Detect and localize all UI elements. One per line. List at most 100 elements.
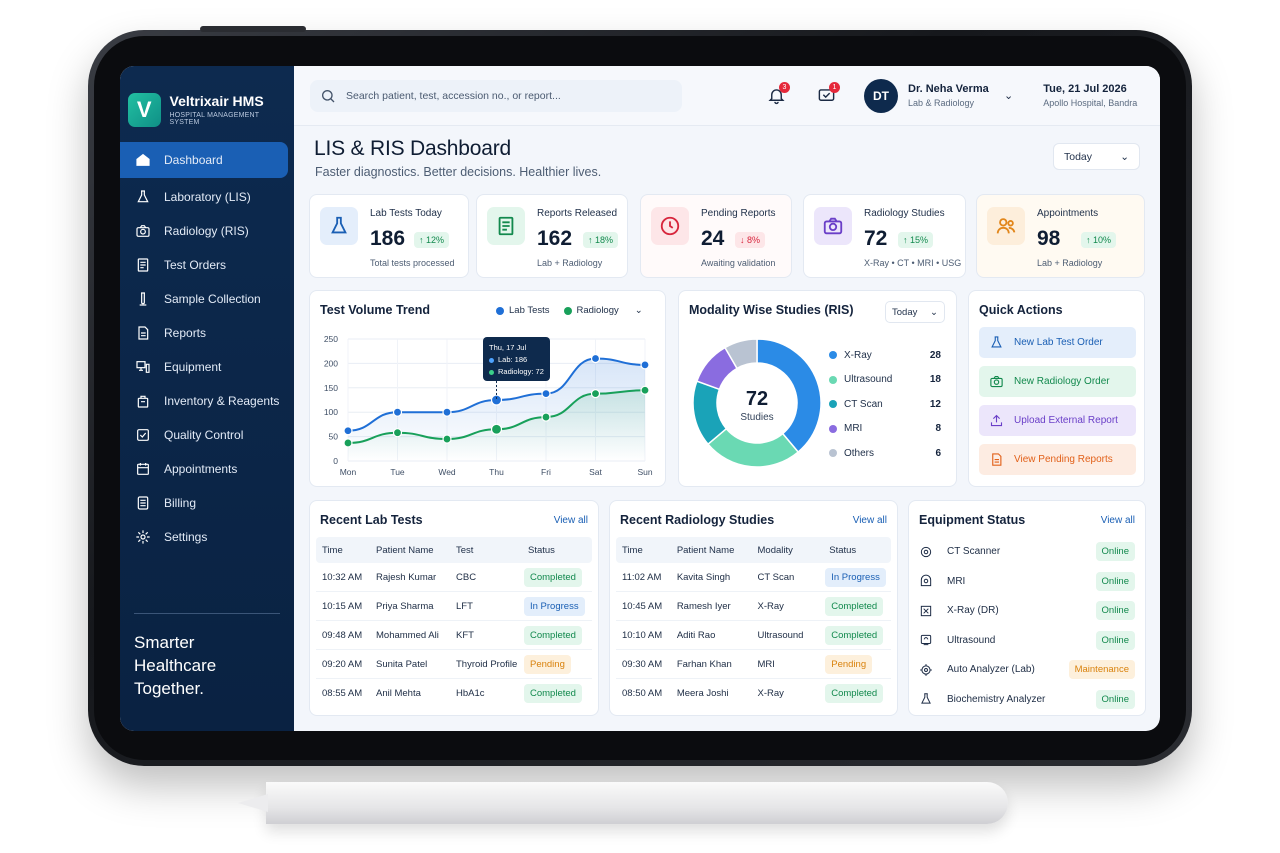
notifications-button[interactable]: 3 <box>764 81 790 108</box>
table-row[interactable]: 10:10 AM Aditi Rao Ultrasound Completed <box>616 621 891 650</box>
user-role: Lab & Radiology <box>908 98 975 108</box>
sidebar-item-equipment[interactable]: Equipment <box>120 350 288 384</box>
legend-label: MRI <box>844 423 863 434</box>
status-badge: Maintenance <box>1068 660 1135 679</box>
card-title: Equipment Status <box>919 513 1026 527</box>
messages-button[interactable]: 1 <box>814 81 840 108</box>
cell-time: 10:45 AM <box>622 600 663 612</box>
quick-action-button[interactable]: View Pending Reports <box>979 444 1136 475</box>
cell-test: Ultrasound <box>757 629 804 641</box>
card-title: Recent Lab Tests <box>320 513 423 527</box>
equipment-row[interactable]: CT Scanner Online <box>919 537 1135 566</box>
sidebar-item-appointments[interactable]: Appointments <box>120 452 288 486</box>
user-info[interactable]: Dr. Neha Verma Lab & Radiology <box>908 83 1000 108</box>
view-all-link[interactable]: View all <box>553 515 588 526</box>
stat-card[interactable]: Reports Released 162 ↑ 18% Lab + Radiology <box>476 194 628 278</box>
equipment-row[interactable]: Auto Analyzer (Lab) Maintenance <box>919 655 1135 684</box>
search-input[interactable] <box>346 89 666 102</box>
stat-card[interactable]: Lab Tests Today 186 ↑ 12% Total tests proce… <box>309 194 469 278</box>
cell-patient: Mohammed Ali <box>376 629 439 641</box>
equipment-row[interactable]: MRI Online <box>919 567 1135 596</box>
sidebar-item-radiology-ris[interactable]: Radiology (RIS) <box>120 214 288 248</box>
sidebar-item-quality-control[interactable]: Quality Control <box>120 418 288 452</box>
modality-range-select[interactable]: Today ⌄ <box>885 301 945 323</box>
equipment-name: Auto Analyzer (Lab) <box>947 664 1035 675</box>
cell-test: HbA1c <box>456 688 485 699</box>
trend-legend[interactable]: Lab Tests Radiology ⌄ <box>496 305 643 316</box>
sidebar-item-billing[interactable]: Billing <box>120 486 288 520</box>
view-all-link[interactable]: View all <box>1100 515 1135 526</box>
donut-center-value: 72 <box>746 388 768 410</box>
stat-card[interactable]: Appointments 98 ↑ 10% Lab + Radiology <box>976 194 1145 278</box>
legend-lab: Lab Tests <box>509 305 550 316</box>
x-tick-label: Wed <box>438 467 456 477</box>
range-select[interactable]: Today ⌄ <box>1053 143 1140 170</box>
data-point <box>541 389 551 399</box>
stat-card[interactable]: Radiology Studies 72 ↑ 15% X-Ray • CT • MRI… <box>803 194 966 278</box>
sidebar-item-reports[interactable]: Reports <box>120 316 288 350</box>
quick-action-button[interactable]: New Lab Test Order <box>979 327 1136 358</box>
sidebar-item-dashboard[interactable]: Dashboard <box>120 142 288 178</box>
x-tick-label: Mon <box>340 467 357 477</box>
table-row[interactable]: 08:55 AM Anil Mehta HbA1c Completed <box>316 679 592 708</box>
sidebar-item-inventory-reagents[interactable]: Inventory & Reagents <box>120 384 288 418</box>
sidebar-item-laboratory-lis[interactable]: Laboratory (LIS) <box>120 180 288 214</box>
trend-chart[interactable]: 0 50 100 150 200 250 Mon Tue Wed Thu Fri Sat Sun <box>310 325 665 485</box>
y-tick-label: 250 <box>324 334 338 344</box>
cell-time: 08:55 AM <box>322 688 363 699</box>
cell-patient: Ramesh Iyer <box>676 600 731 612</box>
equipment-name: Biochemistry Analyzer <box>947 693 1046 705</box>
table-row[interactable]: 08:50 AM Meera Joshi X-Ray Completed <box>616 679 891 708</box>
home-icon <box>134 151 152 169</box>
message-count: 1 <box>829 81 840 93</box>
legend-item[interactable]: MRI 8 <box>829 421 941 437</box>
table-row[interactable]: 09:30 AM Farhan Khan MRI Pending <box>616 650 891 679</box>
stat-card[interactable]: Pending Reports 24 ↓ 8% Awaiting validation <box>640 194 792 278</box>
x-tick-label: Tue <box>390 467 405 477</box>
table-row[interactable]: 11:02 AM Kavita Singh CT Scan In Progress <box>616 563 891 592</box>
stat-caption: Lab + Radiology <box>1037 258 1103 268</box>
donut-slice-x-ray[interactable] <box>756 338 822 454</box>
sidebar-item-test-orders[interactable]: Test Orders <box>120 248 288 282</box>
legend-dot <box>829 449 837 457</box>
donut-slice-others[interactable] <box>723 338 758 370</box>
search-box[interactable] <box>310 79 682 112</box>
table-row[interactable]: 10:15 AM Priya Sharma LFT In Progress <box>316 592 592 621</box>
donut-center-label: Studies <box>740 412 773 423</box>
legend-item[interactable]: X-Ray 28 <box>829 347 941 363</box>
equipment-name: X-Ray (DR) <box>947 605 999 616</box>
quick-action-button[interactable]: Upload External Report <box>979 405 1136 436</box>
chart-tooltip: Thu, 17 Jul Lab: 186 Radiology: 72 <box>483 337 550 381</box>
modality-donut[interactable]: 72 Studies <box>687 333 827 473</box>
stat-value: 186 <box>370 227 406 250</box>
legend-item[interactable]: Ultrasound 18 <box>829 372 941 388</box>
sidebar-item-sample-collection[interactable]: Sample Collection <box>120 282 288 316</box>
status-badge: Completed <box>825 596 884 616</box>
equipment-row[interactable]: Ultrasound Online <box>919 626 1135 655</box>
legend-value: 28 <box>929 349 941 361</box>
equipment-icon <box>134 358 152 376</box>
card-title: Quick Actions <box>979 303 1063 317</box>
equipment-row[interactable]: X-Ray (DR) Online <box>919 596 1135 625</box>
quick-action-button[interactable]: New Radiology Order <box>979 366 1136 397</box>
stat-caption: Total tests processed <box>370 258 455 268</box>
legend-item[interactable]: CT Scan 12 <box>829 396 941 412</box>
range-value: Today <box>892 306 918 318</box>
table-row[interactable]: 10:45 AM Ramesh Iyer X-Ray Completed <box>616 592 891 621</box>
view-all-link[interactable]: View all <box>852 515 887 526</box>
avatar[interactable]: DT <box>864 78 898 113</box>
equipment-row[interactable]: Biochemistry Analyzer Online <box>919 685 1135 714</box>
table-row[interactable]: 10:32 AM Rajesh Kumar CBC Completed <box>316 563 592 592</box>
report-icon <box>134 324 152 342</box>
chevron-down-icon[interactable]: ⌄ <box>1004 90 1014 102</box>
sidebar-item-settings[interactable]: Settings <box>120 520 288 554</box>
brand[interactable]: V Veltrixair HMS HOSPITAL MANAGEMENT SYS… <box>120 66 294 132</box>
cell-test: CT Scan <box>757 571 795 583</box>
table-row[interactable]: 09:48 AM Mohammed Ali KFT Completed <box>316 621 592 650</box>
cell-patient: Kavita Singh <box>676 571 731 583</box>
table-row[interactable]: 09:20 AM Sunita Patel Thyroid Profile Pendi… <box>316 650 592 679</box>
ultrasound-icon <box>920 634 932 646</box>
data-point <box>590 353 601 364</box>
legend-item[interactable]: Others 6 <box>829 445 941 461</box>
stat-label: Reports Released <box>537 208 618 219</box>
